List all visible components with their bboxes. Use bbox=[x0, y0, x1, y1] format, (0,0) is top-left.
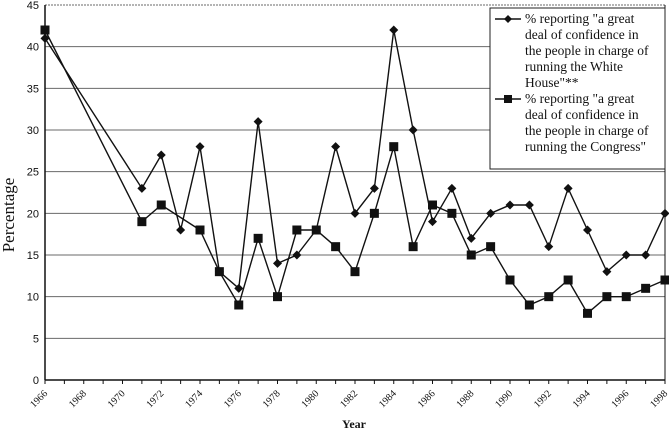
x-tick-label: 1988 bbox=[454, 388, 476, 410]
square-marker bbox=[370, 209, 379, 218]
diamond-marker bbox=[273, 259, 282, 268]
diamond-marker bbox=[428, 217, 437, 226]
x-tick-label: 1982 bbox=[338, 388, 360, 410]
square-marker bbox=[41, 26, 50, 35]
diamond-marker bbox=[544, 242, 553, 251]
diamond-marker bbox=[196, 142, 205, 151]
square-marker bbox=[389, 142, 398, 151]
y-tick-label: 10 bbox=[27, 292, 39, 304]
x-tick-label: 1966 bbox=[28, 388, 50, 410]
x-tick-label: 1996 bbox=[609, 388, 631, 410]
y-tick-label: 0 bbox=[33, 375, 39, 387]
legend-label-line: running the White bbox=[525, 59, 623, 74]
diamond-marker bbox=[254, 117, 263, 126]
square-marker bbox=[428, 201, 437, 210]
diamond-marker bbox=[661, 209, 669, 218]
y-tick-label: 5 bbox=[33, 333, 39, 345]
square-marker bbox=[602, 292, 611, 301]
legend-label-line: the people in charge of bbox=[525, 123, 649, 138]
legend-label-line: House"** bbox=[525, 75, 579, 90]
y-tick-label: 15 bbox=[27, 250, 39, 262]
legend-label-line: % reporting "a great bbox=[525, 91, 635, 106]
x-tick-label: 1968 bbox=[67, 388, 89, 410]
square-marker bbox=[137, 217, 146, 226]
x-tick-label: 1984 bbox=[377, 388, 399, 410]
square-marker bbox=[331, 242, 340, 251]
y-tick-label: 20 bbox=[27, 208, 39, 220]
x-tick-label: 1986 bbox=[416, 388, 438, 410]
y-tick-label: 30 bbox=[27, 125, 39, 137]
diamond-marker bbox=[641, 251, 650, 260]
legend-label-line: deal of confidence in bbox=[525, 27, 639, 42]
legend-label-line: running the Congress" bbox=[525, 139, 646, 154]
legend-label-line: % reporting "a great bbox=[525, 11, 635, 26]
x-tick-label: 1992 bbox=[532, 388, 554, 410]
square-marker bbox=[196, 226, 205, 235]
diamond-marker bbox=[157, 151, 166, 160]
square-marker bbox=[273, 292, 282, 301]
x-tick-label: 1980 bbox=[299, 388, 321, 410]
square-marker bbox=[506, 276, 515, 285]
legend-label-line: deal of confidence in bbox=[525, 107, 639, 122]
y-tick-label: 40 bbox=[27, 42, 39, 54]
square-marker bbox=[622, 292, 631, 301]
legend-label-line: the people in charge of bbox=[525, 43, 649, 58]
x-axis: 1966 1968 1970 1972 1974 1976 1978 1980 1982 1984… bbox=[28, 380, 669, 410]
x-tick-label: 1998 bbox=[648, 388, 669, 410]
x-tick-label: 1978 bbox=[261, 388, 283, 410]
square-marker bbox=[234, 301, 243, 310]
diamond-marker bbox=[331, 142, 340, 151]
square-marker bbox=[544, 292, 553, 301]
x-tick-label: 1976 bbox=[222, 388, 244, 410]
square-marker bbox=[409, 242, 418, 251]
diamond-marker bbox=[409, 126, 418, 135]
diamond-marker bbox=[137, 184, 146, 193]
square-marker bbox=[254, 234, 263, 243]
diamond-marker bbox=[583, 226, 592, 235]
square-marker bbox=[215, 267, 224, 276]
x-tick-label: 1994 bbox=[571, 388, 593, 410]
diamond-marker bbox=[564, 184, 573, 193]
diamond-marker bbox=[176, 226, 185, 235]
y-axis-title: Percentage bbox=[0, 178, 18, 253]
diamond-marker bbox=[506, 201, 515, 210]
square-marker bbox=[661, 276, 669, 285]
x-tick-label: 1972 bbox=[144, 388, 166, 410]
square-marker bbox=[641, 284, 650, 293]
diamond-marker bbox=[447, 184, 456, 193]
square-marker bbox=[312, 226, 321, 235]
y-tick-label: 35 bbox=[27, 83, 39, 95]
diamond-marker bbox=[389, 26, 398, 35]
x-tick-label: 1990 bbox=[493, 388, 515, 410]
y-tick-label: 25 bbox=[27, 167, 39, 179]
square-marker bbox=[467, 251, 476, 260]
x-tick-label: 1970 bbox=[106, 388, 128, 410]
square-marker bbox=[351, 267, 360, 276]
y-tick-label: 45 bbox=[27, 0, 39, 12]
square-marker bbox=[292, 226, 301, 235]
square-marker bbox=[564, 276, 573, 285]
diamond-marker bbox=[525, 201, 534, 210]
square-marker bbox=[583, 309, 592, 318]
x-axis-title: Year bbox=[342, 417, 367, 431]
x-tick-label: 1974 bbox=[183, 388, 205, 410]
square-marker bbox=[157, 201, 166, 210]
square-marker bbox=[447, 209, 456, 218]
square-marker bbox=[525, 301, 534, 310]
square-marker bbox=[486, 242, 495, 251]
square-marker-icon bbox=[504, 95, 512, 103]
